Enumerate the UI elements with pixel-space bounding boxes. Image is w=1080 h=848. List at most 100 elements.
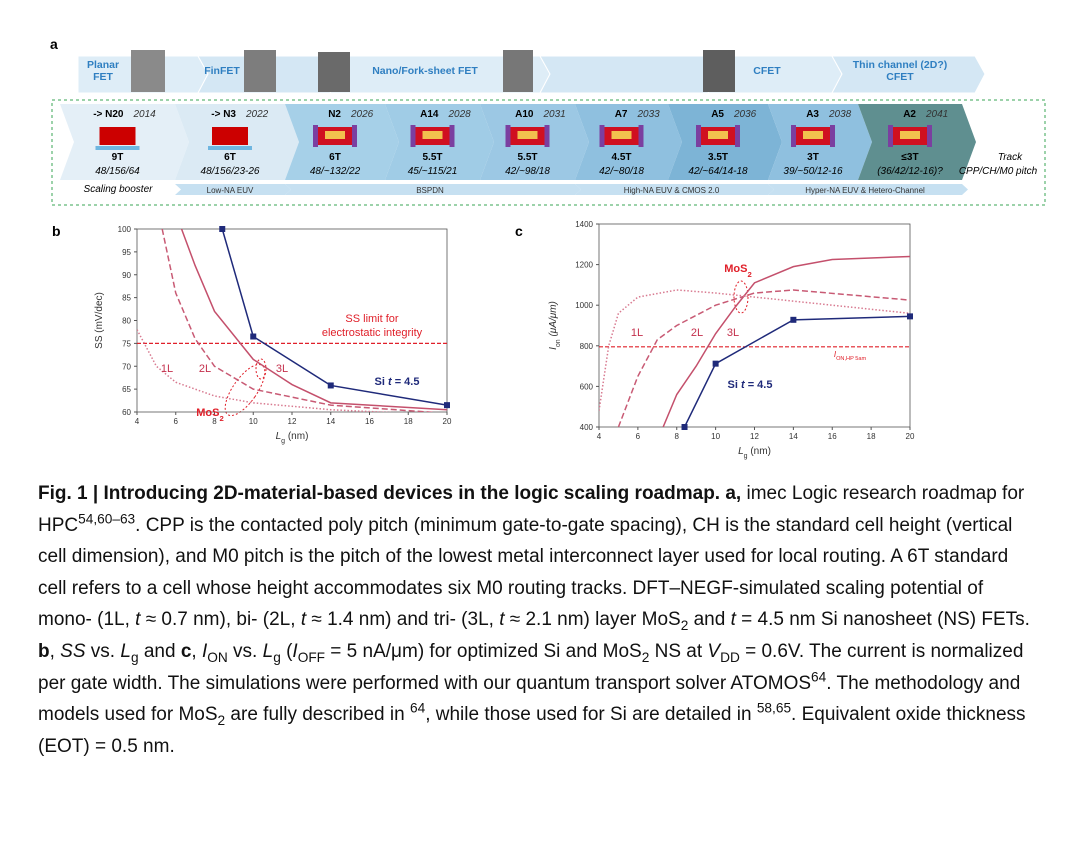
data-point (681, 424, 688, 430)
generation-label: Planar (87, 59, 119, 71)
caption-run: are fully described in (225, 704, 410, 726)
node-pitch: 42/~80/18 (599, 166, 644, 177)
cell-icon (95, 146, 140, 150)
panel-label: a (50, 36, 58, 52)
cell-icon (803, 131, 823, 139)
text-run: (μA/μm) (548, 301, 559, 339)
generation-label: CFET (886, 71, 914, 83)
cell-icon (708, 131, 728, 139)
caption-run: 2 (641, 649, 650, 665)
text-run: 2L (691, 327, 703, 339)
cell-icon (208, 146, 252, 150)
caption-run: , while those used for Si are detailed i… (425, 704, 757, 726)
caption-run: 2 (680, 618, 689, 634)
cell-icon (212, 127, 248, 145)
series-line (683, 315, 910, 427)
x-tick-label: 20 (443, 417, 452, 426)
node-name: A3 (806, 109, 819, 120)
cell-icon (544, 125, 550, 147)
text-run: 3L (727, 327, 739, 339)
text-run: 2L (199, 363, 211, 375)
caption-run: ON (207, 649, 228, 665)
series-line (662, 255, 910, 427)
caption-run: I (292, 640, 298, 662)
caption-run: and (138, 640, 181, 662)
text-run: I (834, 350, 837, 359)
text-run: MoS (196, 407, 219, 419)
text-run: 2 (747, 270, 751, 279)
y-tick-label: 95 (122, 248, 131, 257)
series-group (137, 229, 447, 412)
generation-label: CFET (753, 65, 781, 77)
caption-run: = 4.5 nm Si nanosheet (NS) FETs. (735, 609, 1030, 631)
text-run: 1L (631, 327, 643, 339)
device-image (244, 50, 276, 92)
generation-label: FET (93, 71, 113, 83)
node-year: 2026 (350, 109, 374, 120)
x-tick-label: 6 (636, 432, 641, 441)
highlight-ellipse (224, 363, 266, 417)
caption-run: 54,60–63 (78, 511, 136, 527)
cell-icon (638, 125, 644, 147)
annotation: 2L (199, 363, 211, 375)
text-run: ON,HP 5am (836, 356, 866, 362)
cell-icon (611, 131, 632, 139)
y-tick-label: 75 (122, 339, 131, 348)
caption-run: 64 (811, 669, 827, 685)
cell-icon (900, 131, 920, 139)
caption-run: and (688, 609, 731, 631)
node-track: 9T (112, 152, 124, 163)
caption-run: t (300, 609, 307, 631)
node-name: -> N20 (93, 109, 124, 120)
text-run: t (388, 376, 393, 388)
text-run: = 4.5 (392, 376, 420, 388)
cell-icon (927, 125, 932, 147)
caption-run: OFF (297, 649, 326, 665)
y-tick-label: 1200 (575, 261, 593, 270)
cell-icon (735, 125, 740, 147)
series-line (180, 229, 447, 411)
data-point (907, 313, 913, 320)
annotation: Si t = 4.5 (728, 379, 773, 391)
caption: Fig. 1 | Introducing 2D-material-based d… (38, 478, 1038, 762)
caption-run: = 5 nA/μm) for optimized Si and MoS (325, 640, 642, 662)
caption-run: . The methodology and models used for Mo… (38, 672, 1021, 726)
caption-run: vs. (227, 640, 263, 662)
cell-icon (517, 131, 538, 139)
cell-icon (505, 125, 511, 147)
device-image (131, 50, 165, 92)
caption-run: ( (280, 640, 293, 662)
booster-strip (285, 184, 581, 195)
cell-icon (599, 125, 605, 147)
caption-run: ≈ 2.1 nm) layer MoS (504, 609, 681, 631)
caption-run: ≈ 0.7 nm), bi- (2L, (140, 609, 301, 631)
x-tick-label: 18 (404, 417, 413, 426)
annotation: Si t = 4.5 (375, 376, 420, 388)
cell-icon (830, 125, 835, 147)
y-axis-label: Ion (μA/μm) (548, 301, 562, 350)
node-pitch: 39/~50/12-16 (783, 166, 843, 177)
node-year: 2041 (925, 109, 948, 120)
node-track: 4.5T (611, 152, 631, 163)
device-image (503, 50, 533, 92)
node-name: A10 (515, 109, 534, 120)
caption-run: ≈ 1.4 nm) and tri- (3L, (306, 609, 500, 631)
x-tick-label: 18 (867, 432, 876, 441)
text-run: 2 (219, 414, 223, 423)
caption-run: imec Logic research roadmap for HPC (38, 483, 1025, 536)
annotation: 3L (276, 363, 288, 375)
node-name: -> N3 (211, 109, 236, 120)
booster-strip (175, 184, 291, 195)
caption-run: 2 (217, 712, 226, 728)
cell-icon (99, 127, 136, 145)
caption-run: 58,65 (756, 700, 792, 716)
caption-run: t (135, 609, 141, 631)
node-year: 2028 (448, 109, 472, 120)
x-axis-label: Lg (nm) (738, 446, 771, 460)
series-line (137, 329, 396, 412)
y-tick-label: 90 (122, 271, 131, 280)
node-pitch: 45/~115/21 (408, 166, 458, 177)
text-run: L (738, 446, 744, 457)
